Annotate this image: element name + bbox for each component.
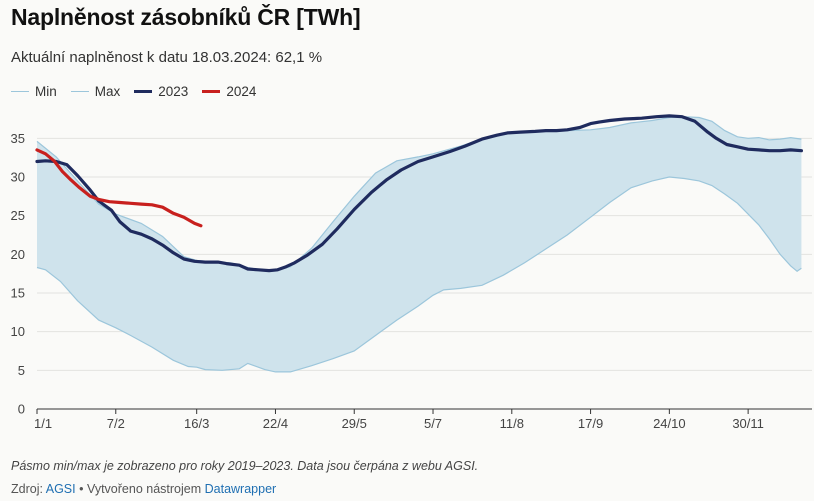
legend-item-max: Max (70, 84, 121, 99)
source-middle: • Vytvořeno nástrojem (79, 482, 202, 496)
series-line-2023 (35, 114, 803, 273)
y-tick-label: 0 (18, 402, 25, 417)
source-line: Zdroj: AGSI • Vytvořeno nástrojem Datawr… (11, 482, 276, 496)
y-tick-label: 5 (18, 363, 25, 378)
legend-swatch-2024 (202, 90, 221, 93)
x-tick-label: 17/9 (578, 416, 603, 431)
legend-item-2024: 2024 (202, 84, 256, 99)
series-line-2024 (35, 148, 203, 228)
y-tick-label: 30 (11, 170, 25, 185)
source-link-agsi[interactable]: AGSI (45, 482, 76, 496)
source-prefix: Zdroj: (11, 482, 43, 496)
source-link-datawrapper[interactable]: Datawrapper (204, 482, 277, 496)
legend-item-min: Min (11, 84, 57, 99)
y-tick-label: 25 (11, 208, 25, 223)
x-tick-label: 11/8 (500, 416, 524, 431)
x-tick-label: 5/7 (424, 416, 442, 431)
x-tick-label: 1/1 (34, 416, 52, 431)
legend-label-max: Max (94, 84, 121, 99)
x-tick-label: 24/10 (653, 416, 686, 431)
x-tick-label: 7/2 (107, 416, 125, 431)
chart-subtitle: Aktuální naplněnost k datu 18.03.2024: 6… (11, 49, 323, 66)
legend-label-2023: 2023 (158, 84, 189, 99)
legend-item-2023: 2023 (134, 84, 188, 99)
chart-note: Pásmo min/max je zobrazeno pro roky 2019… (11, 459, 479, 473)
series-line-max (36, 116, 802, 272)
chart-title: Naplněnost zásobníků ČR [TWh] (11, 4, 361, 30)
minmax-band (37, 116, 802, 372)
legend-label-min: Min (35, 84, 57, 99)
legend-swatch-min (11, 91, 29, 92)
x-tick-label: 16/3 (184, 416, 209, 431)
legend: Min Max 2023 2024 (11, 84, 270, 99)
x-tick-label: 29/5 (342, 416, 367, 431)
legend-swatch-max (70, 91, 89, 92)
x-tick-label: 22/4 (263, 416, 288, 431)
x-tick-label: 30/11 (732, 416, 764, 431)
y-tick-label: 10 (11, 324, 25, 339)
legend-label-2024: 2024 (226, 84, 257, 99)
y-tick-label: 35 (11, 131, 25, 146)
legend-swatch-2023 (134, 90, 153, 93)
y-tick-label: 20 (11, 247, 25, 262)
y-tick-label: 15 (11, 286, 25, 301)
series-line-min (36, 176, 802, 373)
